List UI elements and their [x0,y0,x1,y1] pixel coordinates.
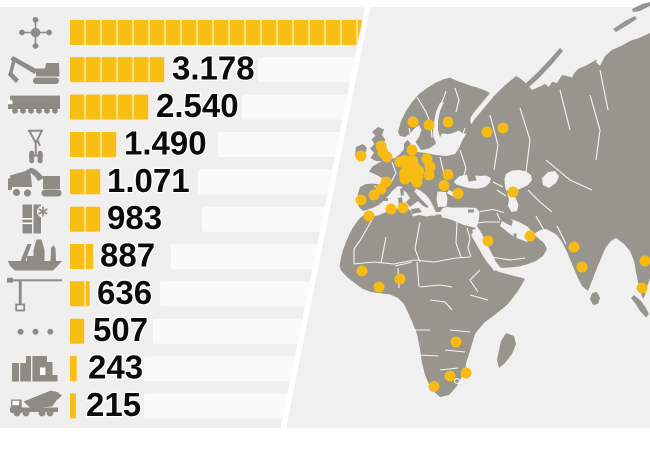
svg-text:1.490: 1.490 [124,124,207,161]
svg-text:3.178: 3.178 [172,50,255,87]
svg-text:636: 636 [97,274,152,311]
svg-text:983: 983 [107,199,162,236]
svg-text:215: 215 [86,386,141,423]
svg-text:887: 887 [100,237,155,274]
svg-text:2.540: 2.540 [156,87,239,124]
svg-text:1.071: 1.071 [107,162,190,199]
svg-text:507: 507 [93,311,148,348]
svg-text:243: 243 [88,349,143,386]
